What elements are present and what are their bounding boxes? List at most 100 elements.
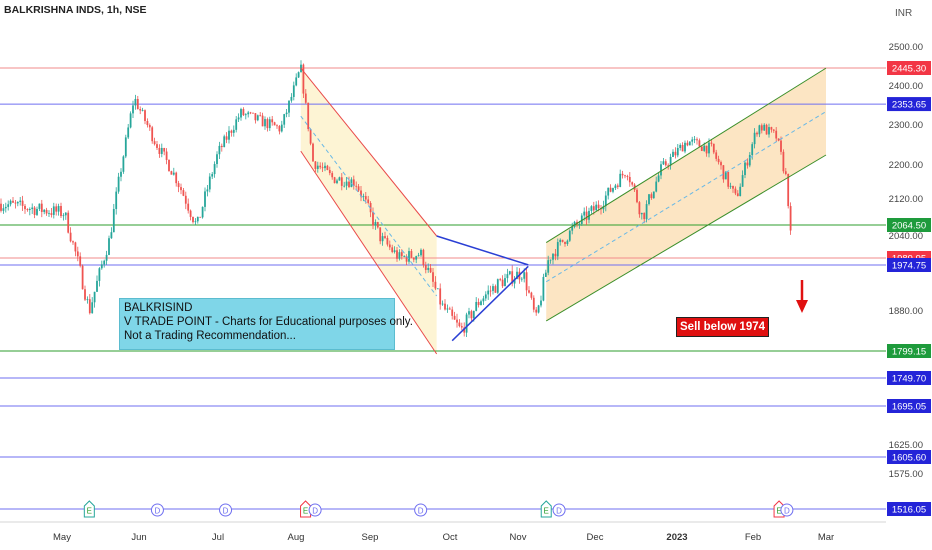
- candle-body: [249, 112, 252, 114]
- candle-body: [271, 119, 274, 123]
- candle-body: [741, 175, 744, 187]
- candle-body: [712, 143, 715, 153]
- candle-body: [24, 205, 26, 210]
- x-tick-label: Mar: [818, 532, 834, 543]
- candle-body: [259, 115, 262, 117]
- dividend-marker-icon: [150, 503, 164, 517]
- candle-body: [7, 204, 10, 207]
- candle-body: [751, 144, 754, 156]
- candle-body: [463, 327, 466, 333]
- candle-body: [648, 194, 650, 205]
- candle-body: [283, 114, 286, 125]
- candle-body: [552, 253, 554, 260]
- candle-body: [468, 311, 470, 315]
- candle-body: [216, 154, 218, 165]
- candle-body: [470, 311, 473, 319]
- candle-body: [669, 156, 672, 166]
- candle-body: [276, 125, 278, 127]
- candle-body: [129, 113, 132, 128]
- candle-body: [288, 100, 290, 113]
- candle-body: [192, 216, 194, 223]
- candle-body: [417, 255, 420, 257]
- candle-body: [765, 124, 768, 135]
- candle-body: [448, 308, 451, 310]
- earnings-marker-icon: [540, 500, 552, 518]
- x-tick-label: May: [53, 532, 71, 543]
- candle-body: [156, 144, 158, 148]
- candle-body: [578, 223, 581, 225]
- y-tick-label: 1625.00: [889, 440, 923, 451]
- x-tick-label: Aug: [288, 532, 305, 543]
- triangle-top: [436, 235, 529, 266]
- candle-body: [568, 230, 571, 241]
- candle-body: [4, 206, 7, 209]
- candle-body: [566, 240, 569, 244]
- candle-body: [398, 252, 401, 259]
- candle-body: [141, 110, 144, 111]
- candle-body: [79, 256, 82, 266]
- candle-body: [16, 201, 19, 204]
- up-channel-top: [545, 67, 827, 244]
- down-arrow-icon: [796, 280, 808, 313]
- candle-body: [348, 181, 350, 188]
- x-tick-label: 2023: [666, 532, 687, 543]
- price-pill-label: 1605.60: [892, 453, 926, 464]
- candle-body: [165, 151, 168, 160]
- candle-body: [636, 189, 638, 203]
- candle-body: [72, 241, 74, 243]
- candle-body: [326, 165, 329, 170]
- candle-body: [763, 124, 766, 131]
- event-marker-letter: D: [556, 507, 562, 516]
- candle-body: [26, 209, 29, 211]
- candle-body: [14, 202, 17, 204]
- event-marker-letter: E: [303, 507, 308, 516]
- candle-body: [12, 200, 14, 203]
- candle-body: [314, 161, 317, 169]
- candle-body: [528, 290, 530, 293]
- candle-body: [132, 105, 134, 114]
- candle-body: [705, 145, 708, 154]
- candle-body: [549, 259, 552, 261]
- candle-body: [151, 127, 154, 142]
- candle-body: [28, 209, 31, 211]
- candle-body: [237, 117, 240, 120]
- candle-body: [33, 207, 36, 215]
- candle-body: [499, 279, 502, 280]
- y-tick-label: 2200.00: [889, 160, 923, 171]
- candle-body: [679, 144, 682, 148]
- candle-body: [355, 185, 358, 187]
- candle-body: [734, 188, 737, 194]
- candle-body: [196, 216, 199, 222]
- price-pill: [887, 61, 931, 75]
- candle-body: [691, 139, 694, 142]
- candle-body: [180, 187, 182, 191]
- candle-body: [266, 119, 269, 129]
- candle-body: [225, 136, 228, 140]
- candle-body: [247, 112, 250, 115]
- candle-body: [652, 191, 655, 199]
- candle-body: [9, 200, 12, 205]
- candle-body: [187, 203, 190, 211]
- candle-body: [542, 276, 545, 301]
- candle-body: [273, 122, 276, 126]
- candle-body: [175, 172, 178, 184]
- candle-body: [525, 272, 528, 291]
- candle-body: [436, 288, 439, 290]
- candle-body: [520, 278, 523, 280]
- candle-body: [681, 144, 684, 152]
- candle-body: [62, 215, 65, 217]
- candle-body: [64, 212, 67, 216]
- candle-body: [710, 142, 713, 144]
- candle-body: [504, 278, 506, 287]
- candle-body: [571, 226, 574, 231]
- candle-body: [460, 326, 463, 328]
- candle-body: [626, 176, 629, 177]
- candle-body: [144, 110, 146, 121]
- candle-body: [360, 190, 362, 197]
- candle-body: [624, 175, 626, 177]
- candle-body: [420, 249, 422, 256]
- candle-body: [559, 239, 562, 243]
- channel-lines: [300, 67, 827, 355]
- candle-body: [43, 209, 46, 212]
